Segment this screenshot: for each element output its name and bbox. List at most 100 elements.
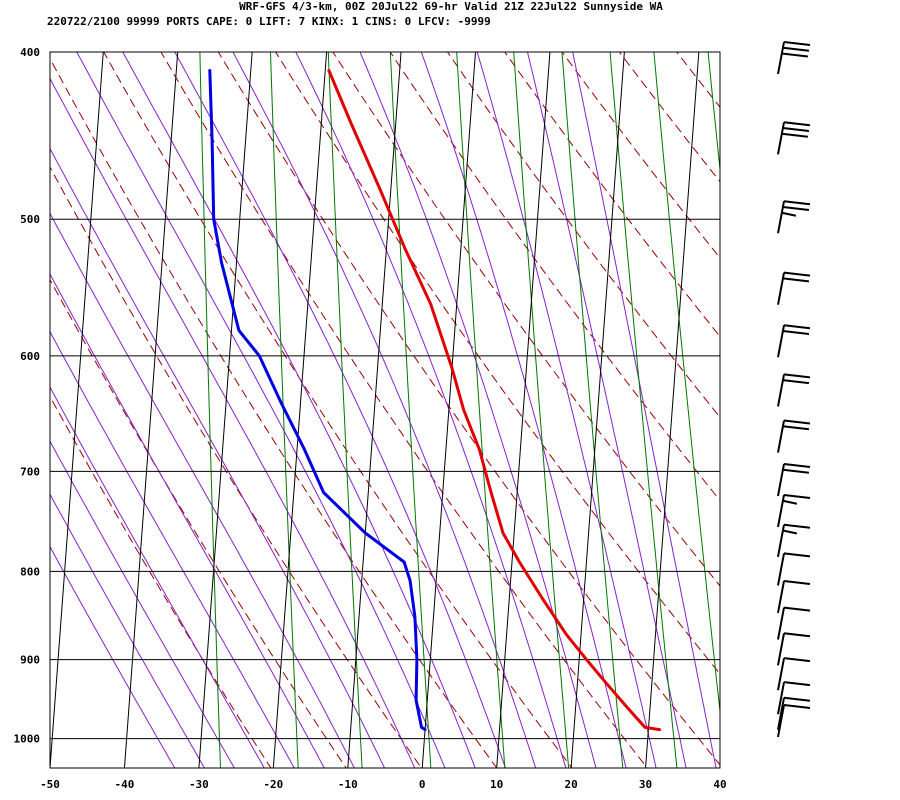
temperature-tick-label: -10: [338, 778, 358, 791]
dry-adiabat: [50, 57, 498, 768]
mixing-ratio-line: [707, 52, 720, 174]
wind-barb-flag: [783, 200, 811, 206]
dry-adiabat: [873, 14, 900, 783]
mixing-ratio-line: [513, 52, 570, 768]
mixing-ratio-line: [199, 52, 222, 768]
wind-barb-flag: [782, 529, 798, 535]
dry-adiabat: [217, 52, 720, 766]
temperature-tick-label: 40: [713, 778, 726, 791]
moist-adiabat: [50, 330, 295, 768]
moist-adiabat: [122, 52, 476, 768]
wind-barb-flag: [783, 657, 811, 663]
wind-barb-flag: [782, 127, 810, 133]
wind-barb: [777, 632, 811, 666]
dry-adiabat: [389, 52, 720, 502]
wind-barb-flag: [783, 523, 811, 529]
wind-barb-flag: [783, 462, 811, 468]
wind-barb-flag: [783, 121, 811, 127]
pressure-tick-label: 900: [20, 654, 40, 667]
temperature-tick-label: 20: [564, 778, 577, 791]
wind-barb-flag: [782, 46, 810, 52]
wind-barb: [777, 462, 811, 497]
wind-barb: [777, 696, 811, 730]
wind-barb: [777, 681, 811, 715]
wind-barb-staff: [777, 553, 785, 586]
pressure-tick-label: 800: [20, 565, 40, 578]
wind-barb: [777, 606, 811, 640]
wind-barb-flag: [782, 277, 810, 283]
wind-barb-staff: [777, 524, 785, 557]
wind-barb-staff: [777, 704, 785, 738]
wind-barb-flag: [781, 211, 797, 217]
mixing-ratio-line: [269, 52, 299, 768]
wind-barb-flag: [782, 379, 810, 385]
plot-frame: [49, 51, 721, 769]
isotherm: [570, 52, 625, 768]
wind-barb-flag: [781, 132, 808, 138]
wind-barb-flag: [782, 205, 810, 211]
dewpoint-profile: [208, 69, 427, 732]
dry-adiabat: [760, 14, 900, 783]
moist-adiabat: [50, 212, 355, 768]
dry-adiabat: [50, 166, 423, 768]
wind-barb-flag: [783, 632, 811, 638]
wind-barb: [777, 324, 811, 358]
wind-barb-flag: [783, 606, 811, 612]
moist-adiabat: [420, 52, 627, 768]
pressure-axis: 400 500 600 700 800 900 1000: [14, 46, 41, 746]
moist-adiabat: [232, 52, 537, 768]
pressure-tick-label: 600: [20, 350, 40, 363]
dry-adiabat: [103, 52, 573, 768]
wind-barb: [777, 704, 811, 738]
temperature-tick-label: -30: [189, 778, 209, 791]
dry-adiabat: [446, 52, 720, 419]
wind-barb-staff: [777, 681, 785, 715]
moist-adiabat: [359, 52, 597, 768]
wind-barb-staff: [777, 697, 785, 730]
dry-adiabat: [504, 52, 720, 338]
temperature-tick-label: 30: [639, 778, 652, 791]
wind-barb-flag: [782, 499, 798, 505]
wind-barb-staff: [777, 607, 785, 640]
stability-indices: 220722/2100 99999 PORTS CAPE: 0 LIFT: 7 …: [47, 15, 491, 28]
wind-barb: [777, 493, 811, 528]
wind-barb: [777, 419, 811, 453]
isotherm: [272, 52, 328, 768]
temperature-tick-label: 0: [419, 778, 426, 791]
grid-lines: [50, 52, 720, 768]
dry-adiabat: [561, 52, 720, 259]
isotherm: [496, 52, 551, 768]
wind-barbs: [777, 41, 811, 738]
moist-adiabat: [50, 493, 206, 768]
mixing-ratio-line: [653, 52, 720, 716]
wind-barb-flag: [783, 419, 811, 425]
wind-barb-flag: [783, 271, 811, 277]
mixing-ratio-line: [456, 52, 506, 768]
wind-barb-flag: [783, 704, 811, 709]
dry-adiabat: [816, 14, 900, 783]
moist-adiabat: [50, 272, 325, 768]
temperature-profile: [327, 69, 662, 732]
wind-barb-staff: [777, 580, 785, 614]
temperature-tick-label: -50: [40, 778, 60, 791]
wind-barb-flag: [783, 324, 811, 330]
wind-barb: [777, 41, 811, 75]
isotherm: [123, 52, 179, 768]
temperature-tick-label: -40: [115, 778, 135, 791]
moist-adiabat: [526, 52, 687, 768]
isotherm: [719, 761, 720, 768]
dry-adiabat: [704, 14, 900, 783]
wind-barb-flag: [783, 681, 811, 687]
moist-adiabat: [295, 52, 567, 768]
moist-adiabat: [174, 52, 507, 768]
wind-barb: [777, 200, 811, 234]
moist-adiabat: [50, 147, 386, 768]
pressure-tick-label: 400: [20, 46, 40, 59]
wind-barb-flag: [783, 552, 811, 558]
wind-barb: [777, 579, 811, 614]
wind-barb-staff: [777, 494, 785, 528]
temperature-axis: -50 -40 -30 -20 -10 0 10 20 30 40: [40, 778, 727, 791]
skewt-plot-area: [49, 14, 900, 783]
wind-barb-flag: [783, 696, 811, 702]
